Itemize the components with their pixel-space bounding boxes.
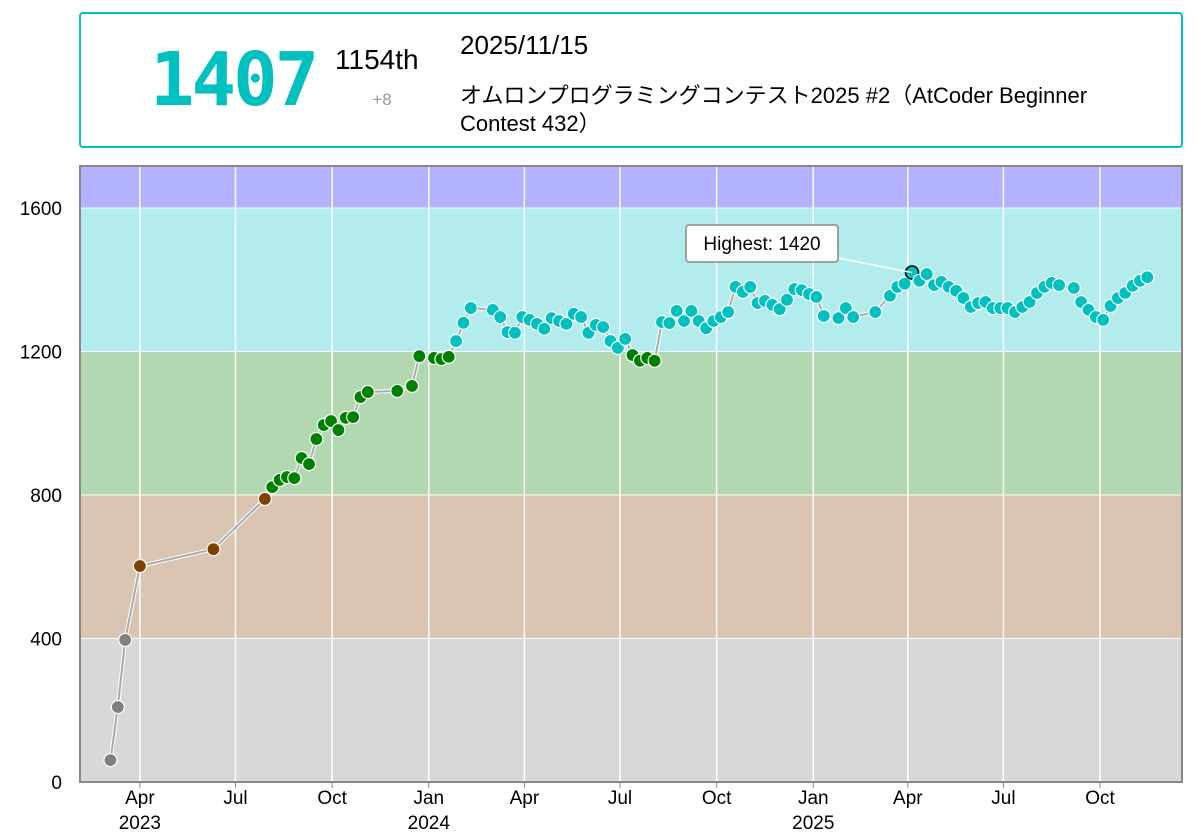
data-point: [574, 309, 589, 325]
rating-band: [80, 207, 1182, 352]
data-point: [919, 266, 934, 282]
x-tick-year: 2023: [119, 813, 161, 834]
data-point: [390, 383, 405, 399]
x-tick-year: 2025: [792, 813, 834, 834]
data-point: [676, 313, 692, 329]
data-point: [779, 292, 795, 307]
data-point: [618, 331, 633, 347]
data-point: [301, 457, 317, 472]
x-tick-label: Oct: [1085, 788, 1115, 809]
rating-band: [80, 638, 1182, 782]
data-point: [493, 309, 508, 325]
data-point: [772, 302, 787, 317]
data-point: [448, 333, 464, 349]
data-point: [897, 276, 912, 291]
data-point: [110, 699, 125, 715]
data-point: [507, 325, 523, 340]
rating-band: [80, 166, 1182, 208]
data-point: [662, 316, 677, 331]
y-tick-label: 1200: [20, 342, 62, 363]
data-point: [206, 542, 221, 557]
data-point: [404, 378, 420, 394]
x-tick-year: 2024: [408, 813, 451, 834]
rating-value: 1407: [150, 37, 319, 123]
data-point: [537, 321, 552, 336]
x-tick-label: Jan: [798, 788, 829, 809]
data-point: [684, 303, 699, 319]
data-point: [816, 308, 831, 324]
x-tick-label: Jul: [223, 788, 247, 809]
y-tick-label: 0: [51, 773, 62, 794]
data-point: [441, 349, 456, 364]
rating-band: [80, 351, 1182, 495]
data-point: [118, 632, 133, 648]
highest-label: Highest: 1420: [703, 234, 820, 255]
data-point: [669, 303, 684, 319]
annotation-leader: [837, 257, 913, 274]
data-point: [647, 353, 662, 368]
data-point: [309, 431, 324, 447]
data-point: [846, 309, 861, 325]
x-tick-label: Apr: [893, 788, 923, 809]
data-point: [360, 384, 375, 400]
data-point: [456, 315, 471, 330]
y-tick-label: 1600: [20, 199, 62, 220]
data-point: [868, 304, 883, 320]
data-point: [1140, 270, 1155, 285]
data-point: [831, 311, 846, 326]
x-tick-label: Oct: [317, 788, 347, 809]
plot-frame: [79, 165, 1183, 783]
contest-name[interactable]: オムロンプログラミングコンテスト2025 #2（AtCoder Beginner…: [460, 83, 1088, 136]
data-point: [1096, 312, 1111, 328]
rating-diff: +8: [372, 90, 392, 109]
annotation-box: [685, 224, 839, 263]
data-point: [596, 319, 611, 335]
data-point: [257, 491, 272, 507]
data-point: [103, 753, 118, 768]
data-point: [132, 558, 147, 574]
data-point: [809, 289, 824, 305]
x-tick-label: Jul: [991, 788, 1015, 809]
x-tick-label: Jan: [413, 788, 444, 809]
data-point: [287, 471, 302, 486]
data-point: [559, 316, 574, 331]
data-point: [1051, 278, 1067, 293]
contest-status-panel: [79, 12, 1183, 148]
y-tick-label: 400: [30, 629, 62, 650]
data-point: [743, 279, 758, 295]
data-point: [412, 349, 427, 364]
data-point: [346, 410, 361, 425]
y-tick-label: 800: [30, 486, 62, 507]
contest-rank: 1154th: [335, 44, 419, 75]
data-point: [1066, 280, 1081, 296]
data-point: [721, 304, 736, 320]
x-tick-label: Oct: [702, 788, 732, 809]
x-tick-label: Jul: [608, 788, 632, 809]
rating-band: [80, 494, 1182, 639]
x-tick-label: Apr: [510, 788, 540, 809]
contest-date: 2025/11/15: [460, 30, 589, 60]
data-point: [463, 300, 478, 316]
data-point: [331, 422, 346, 438]
x-tick-label: Apr: [125, 788, 155, 809]
